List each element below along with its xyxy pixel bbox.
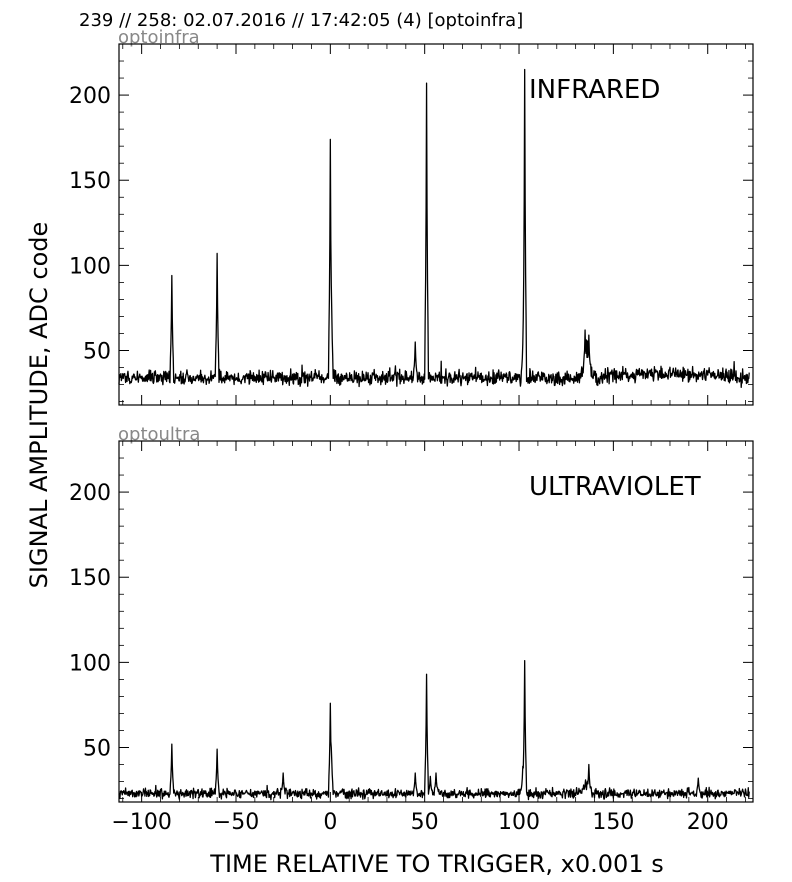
x-tick-label: 100 — [498, 810, 540, 835]
x-tick-label: −50 — [213, 810, 259, 835]
x-tick-label: 150 — [592, 810, 634, 835]
signal-trace — [118, 68, 750, 388]
y-axis-label: SIGNAL AMPLITUDE, ADC code — [25, 222, 53, 589]
y-tick-label: 150 — [69, 566, 111, 591]
y-tick-label: 100 — [69, 651, 111, 676]
x-tick-label: 50 — [411, 810, 439, 835]
x-tick-label: 200 — [687, 810, 729, 835]
figure-header: 239 // 258: 02.07.2016 // 17:42:05 (4) [… — [79, 10, 523, 31]
y-tick-label: 50 — [83, 340, 111, 365]
panel-ultraviolet: optoultra −100 −50 0 50 100 150 200 50 100 150 200 U… — [69, 424, 754, 835]
channel-label: INFRARED — [529, 75, 660, 105]
y-tick-label: 50 — [83, 737, 111, 762]
y-tick-label: 200 — [69, 481, 111, 506]
panel-name-label: optoultra — [118, 424, 200, 445]
y-tick-label: 100 — [69, 254, 111, 279]
panel-name-label: optoinfra — [118, 27, 200, 48]
x-axis-label: TIME RELATIVE TO TRIGGER, x0.001 s — [209, 850, 663, 878]
panel-infrared: optoinfra 50 100 150 200 INFRARED — [69, 27, 754, 406]
plot-frame — [118, 43, 754, 406]
x-tick-label: −100 — [111, 810, 171, 835]
plot-frame — [118, 440, 754, 803]
y-tick-label: 200 — [69, 84, 111, 109]
x-tick-label: 0 — [323, 810, 337, 835]
signal-trace — [118, 660, 750, 801]
channel-label: ULTRAVIOLET — [529, 472, 701, 502]
y-tick-label: 150 — [69, 169, 111, 194]
